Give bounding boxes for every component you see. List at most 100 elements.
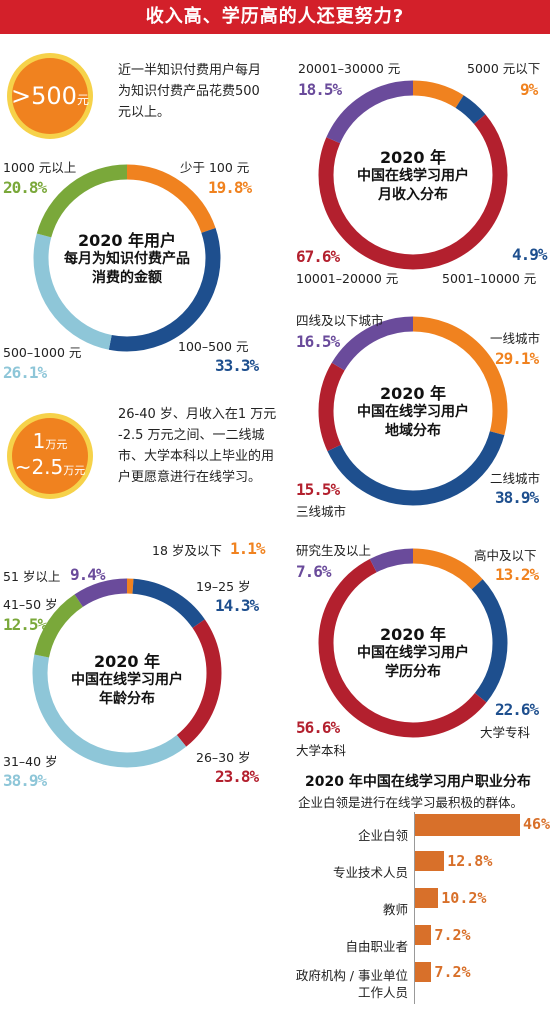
spending-label-cat-2: 500–1000 元 bbox=[3, 345, 82, 360]
badge-income: 1万元 ~2.5万元 bbox=[12, 418, 88, 494]
region-label-cat-2: 三线城市 bbox=[296, 504, 347, 519]
donut-age-title: 2020 年 中国在线学习用户 年龄分布 bbox=[52, 652, 202, 709]
income-label-cat-1: 5001–10000 元 bbox=[442, 271, 537, 286]
education-slice-1 bbox=[318, 548, 508, 738]
education-label-cat-2: 大学本科 bbox=[296, 743, 347, 758]
spending-slice-2 bbox=[33, 164, 221, 352]
occupation-bar-4 bbox=[415, 962, 432, 982]
occupation-value-3: 7.2% bbox=[434, 926, 471, 944]
donut-income bbox=[318, 80, 508, 270]
spending-slice-1 bbox=[33, 164, 221, 352]
spending-label-cat-1: 100–500 元 bbox=[178, 339, 249, 354]
education-slice-2 bbox=[318, 548, 508, 738]
income-label-pct-1: 4.9% bbox=[512, 245, 548, 264]
income-slice-2 bbox=[318, 80, 508, 270]
age-label-cat-0: 18 岁及以下 bbox=[152, 543, 222, 558]
age-label-cat-1: 19–25 岁 bbox=[196, 579, 251, 594]
age-label-pct-4: 12.5% bbox=[3, 615, 47, 634]
spending-label-pct-2: 26.1% bbox=[3, 363, 47, 382]
occupation-value-0: 46% bbox=[523, 815, 550, 833]
occupation-label-4: 政府机构 / 事业单位工作人员 bbox=[295, 968, 408, 1000]
donut-income-title-line3: 月收入分布 bbox=[378, 187, 448, 203]
donut-age-title-line2: 中国在线学习用户 bbox=[71, 672, 183, 688]
region-label-pct-0: 29.1% bbox=[495, 349, 539, 368]
age-slice-2 bbox=[32, 578, 222, 768]
income-slice-3 bbox=[318, 80, 508, 270]
region-label-cat-0: 一线城市 bbox=[490, 331, 541, 346]
age-label-pct-2: 23.8% bbox=[215, 767, 259, 786]
region-slice-1 bbox=[318, 316, 508, 506]
donut-region bbox=[318, 316, 508, 506]
region-label-pct-2: 15.5% bbox=[296, 480, 340, 499]
region-label-pct-3: 16.5% bbox=[296, 332, 340, 351]
spending-label-cat-3: 1000 元以上 bbox=[3, 160, 77, 175]
donut-region-title: 2020 年 中国在线学习用户 地域分布 bbox=[338, 384, 488, 441]
region-label-pct-1: 38.9% bbox=[495, 488, 539, 507]
age-slice-5 bbox=[32, 578, 222, 768]
age-label-pct-3: 38.9% bbox=[3, 771, 47, 790]
age-slice-3 bbox=[32, 578, 222, 768]
badge-500-text: 近一半知识付费用户每月为知识付费产品花费500 元以上。 bbox=[118, 63, 262, 120]
donut-education bbox=[318, 548, 508, 738]
income-label-cat-2: 10001–20000 元 bbox=[296, 271, 399, 286]
occupation-value-1: 12.8% bbox=[447, 852, 493, 870]
occupation-bar-0 bbox=[415, 814, 520, 836]
badge-income-text: 26-40 岁、月收入在1 万元 -2.5 万元之间、一二线城市、大学本科以上毕… bbox=[118, 407, 277, 485]
income-label-pct-2: 67.6% bbox=[296, 247, 340, 266]
spending-label-pct-0: 19.8% bbox=[208, 178, 252, 197]
spending-label-pct-1: 33.3% bbox=[215, 356, 259, 375]
occupation-label-2: 教师 bbox=[382, 902, 408, 917]
occupation-label-0: 企业白领 bbox=[357, 828, 408, 843]
badge-income-value2: ~2.5 bbox=[14, 455, 64, 479]
income-label-cat-3: 20001–30000 元 bbox=[298, 61, 401, 76]
donut-education-title-line2: 中国在线学习用户 bbox=[357, 645, 469, 661]
badge-income-unit: 万元 bbox=[45, 438, 68, 451]
age-label-cat-4: 41–50 岁 bbox=[3, 597, 58, 612]
occupation-chart-title: 2020 年中国在线学习用户职业分布 bbox=[305, 774, 531, 790]
occupation-value-2: 10.2% bbox=[441, 889, 487, 907]
region-slice-2 bbox=[318, 316, 508, 506]
badge-income-value: 1 bbox=[32, 429, 46, 453]
income-label-cat-0: 5000 元以下 bbox=[467, 61, 541, 76]
education-slice-3 bbox=[318, 548, 508, 738]
occupation-label-3: 自由职业者 bbox=[345, 939, 408, 954]
education-label-cat-1: 大学专科 bbox=[480, 725, 531, 740]
donut-education-title-line3: 学历分布 bbox=[385, 664, 441, 680]
badge-500-unit: 元 bbox=[76, 93, 89, 107]
occupation-chart-subtitle: 企业白领是进行在线学习最积极的群体。 bbox=[298, 795, 524, 810]
age-label-pct-1: 14.3% bbox=[215, 596, 259, 615]
age-label-cat-5: 51 岁以上 bbox=[3, 569, 61, 584]
education-label-pct-3: 7.6% bbox=[296, 562, 332, 581]
education-label-cat-3: 研究生及以上 bbox=[296, 543, 372, 558]
donut-income-title-line1: 2020 年 bbox=[379, 148, 447, 167]
donut-region-title-line1: 2020 年 bbox=[379, 384, 447, 403]
region-label-cat-3: 四线及以下城市 bbox=[296, 313, 384, 328]
donut-spending-title: 2020 年用户 每月为知识付费产品 消费的金额 bbox=[52, 231, 202, 288]
donut-education-title: 2020 年 中国在线学习用户 学历分布 bbox=[338, 625, 488, 682]
age-label-pct-0: 1.1% bbox=[230, 539, 266, 558]
occupation-label-1: 专业技术人员 bbox=[332, 865, 408, 880]
donut-spending bbox=[33, 164, 221, 352]
region-slice-3 bbox=[318, 316, 508, 506]
education-label-pct-2: 56.6% bbox=[296, 718, 340, 737]
occupation-axis-line bbox=[414, 812, 415, 1004]
occupation-bar-3 bbox=[415, 925, 432, 945]
donut-age bbox=[32, 578, 222, 768]
donut-age-title-line1: 2020 年 bbox=[93, 652, 161, 671]
donut-region-title-line3: 地域分布 bbox=[385, 423, 441, 439]
donut-spending-title-line2: 每月为知识付费产品 bbox=[64, 251, 190, 267]
donut-spending-title-line3: 消费的金额 bbox=[92, 270, 162, 286]
occupation-bar-1 bbox=[415, 851, 445, 871]
badge-500: >500元 bbox=[11, 58, 89, 134]
donut-income-title-line2: 中国在线学习用户 bbox=[357, 168, 469, 184]
badge-500-value: >500 bbox=[11, 82, 77, 110]
education-label-cat-0: 高中及以下 bbox=[474, 548, 537, 563]
age-label-cat-3: 31–40 岁 bbox=[3, 754, 58, 769]
income-label-pct-0: 9% bbox=[520, 80, 538, 99]
education-label-pct-1: 22.6% bbox=[495, 700, 539, 719]
donut-age-title-line3: 年龄分布 bbox=[99, 691, 155, 707]
spending-slice-3 bbox=[33, 164, 221, 352]
donut-spending-title-line1: 2020 年用户 bbox=[77, 231, 177, 250]
